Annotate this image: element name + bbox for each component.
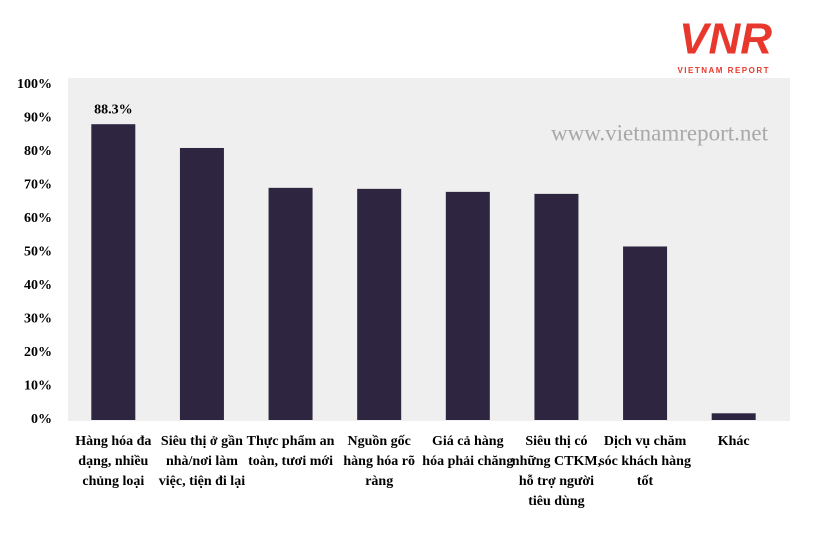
bar	[534, 193, 579, 420]
bar	[268, 187, 313, 420]
y-tick-label: 10%	[24, 379, 52, 394]
data-label: 88.3%	[94, 102, 133, 117]
x-tick-label: Khác	[717, 434, 750, 449]
y-tick-label: 100%	[17, 77, 52, 92]
y-tick-label: 20%	[24, 345, 52, 360]
x-tick-label: Hàng hóa đa dạng, nhiều chủng loại	[75, 434, 152, 489]
bar	[445, 191, 490, 420]
y-tick-label: 50%	[24, 245, 52, 260]
x-tick-label: Thực phẩm an toàn, tươi mới	[246, 434, 335, 469]
x-tick-label: Siêu thị ở gần nhà/nơi làm việc, tiện đi…	[158, 434, 246, 489]
x-tick-label: Giá cả hàng hóa phải chăng	[422, 434, 514, 469]
x-tick-label: Nguồn gốc hàng hóa rõ ràng	[343, 434, 415, 489]
y-tick-label: 60%	[24, 211, 52, 226]
x-tick-label: Dịch vụ chăm sóc khách hàng tốt	[599, 434, 691, 489]
y-tick-label: 80%	[24, 144, 52, 159]
y-tick-label: 90%	[24, 111, 52, 126]
bar	[623, 246, 668, 420]
logo-name: VIETNAM REPORT	[677, 66, 770, 75]
y-tick-label: 40%	[24, 278, 52, 293]
x-tick-label: Siêu thị có những CTKM, hỗ trợ người tiê…	[511, 434, 602, 509]
y-tick-label: 0%	[31, 412, 52, 427]
logo-mark: VNR	[679, 15, 772, 64]
bar	[91, 124, 136, 420]
watermark: www.vietnamreport.net	[551, 120, 769, 145]
y-tick-label: 70%	[24, 178, 52, 193]
y-tick-label: 30%	[24, 312, 52, 327]
bar	[711, 413, 756, 420]
bar	[179, 147, 224, 421]
bar	[357, 188, 402, 420]
